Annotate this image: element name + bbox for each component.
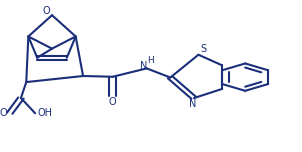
Text: N: N [189, 99, 196, 109]
Text: S: S [201, 44, 207, 54]
Text: N: N [140, 61, 147, 71]
Text: O: O [0, 108, 7, 118]
Text: O: O [43, 6, 50, 16]
Text: OH: OH [38, 108, 53, 118]
Text: O: O [109, 97, 117, 107]
Text: H: H [147, 55, 154, 65]
